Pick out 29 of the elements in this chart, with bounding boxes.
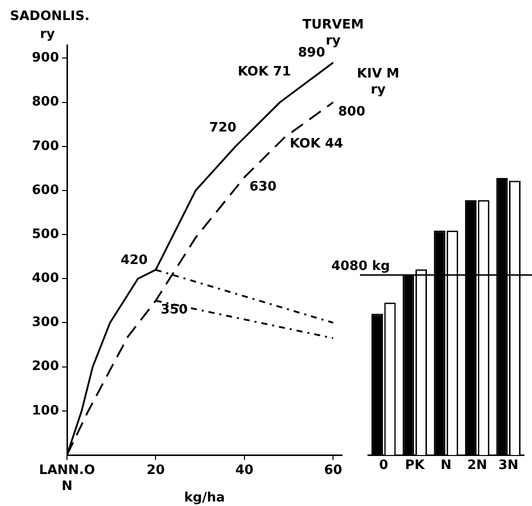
x-tick-label: 60	[324, 463, 342, 478]
annotation: KOK 71	[238, 64, 292, 80]
x-tick-label: 20	[146, 463, 165, 478]
data-label: 720	[209, 120, 236, 136]
series-label: KIV M ry	[356, 66, 400, 98]
data-label: 800	[338, 104, 366, 120]
y-tick-label: 700	[32, 138, 59, 154]
x-tick-label: N	[440, 458, 452, 474]
data-label: 890	[298, 46, 326, 61]
data-label: 420	[120, 252, 148, 268]
ref-line-label: 4080 kg	[331, 258, 390, 274]
x-axis-title: kg/ha	[184, 490, 225, 506]
x-tick-label: 3N	[498, 458, 518, 474]
y-tick-label: 100	[32, 403, 59, 418]
x-tick-label: 2N	[467, 458, 488, 474]
data-label: 630	[249, 179, 277, 194]
y-tick-label: 300	[32, 315, 59, 330]
x-tick-label: PK	[404, 458, 426, 474]
y-tick-label: 600	[32, 182, 59, 198]
x-tick-label: 40	[235, 463, 254, 478]
y-tick-label: 200	[32, 359, 59, 374]
y-tick-label: 500	[32, 226, 59, 242]
annotation: KOK 44	[290, 136, 344, 152]
y-tick-label: 800	[32, 94, 59, 110]
y-tick-label: 400	[32, 271, 59, 286]
y-axis-title: SADONLIS. ry	[10, 9, 90, 42]
x-tick-label: LANN.O N	[38, 463, 96, 494]
x-tick-label: 0	[379, 458, 388, 474]
y-tick-label: 900	[32, 50, 59, 66]
